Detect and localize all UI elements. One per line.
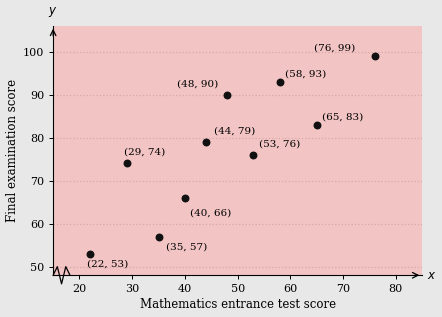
Text: $x$: $x$ (427, 269, 437, 282)
Text: $y$: $y$ (49, 5, 58, 19)
Point (155, 234, 162, 239)
Text: (65, 83): (65, 83) (322, 112, 363, 121)
Point (202, 139, 210, 145)
Point (123, 161, 130, 166)
Point (181, 195, 188, 200)
Point (250, 152, 257, 158)
Point (87, 251, 94, 256)
Y-axis label: Final examination score: Final examination score (6, 79, 19, 222)
Text: (29, 74): (29, 74) (124, 148, 166, 157)
Point (371, 54, 378, 59)
Text: (40, 66): (40, 66) (190, 208, 232, 217)
Text: (22, 53): (22, 53) (88, 260, 129, 269)
Point (276, 79, 283, 84)
Text: (48, 90): (48, 90) (177, 79, 218, 88)
Point (224, 92, 231, 97)
Text: (35, 57): (35, 57) (167, 243, 208, 252)
Text: (76, 99): (76, 99) (314, 43, 355, 53)
Text: (53, 76): (53, 76) (259, 139, 300, 148)
Point (313, 122, 320, 127)
Text: (44, 79): (44, 79) (214, 126, 255, 135)
Text: (58, 93): (58, 93) (285, 69, 326, 78)
X-axis label: Mathematics entrance test score: Mathematics entrance test score (140, 298, 336, 311)
